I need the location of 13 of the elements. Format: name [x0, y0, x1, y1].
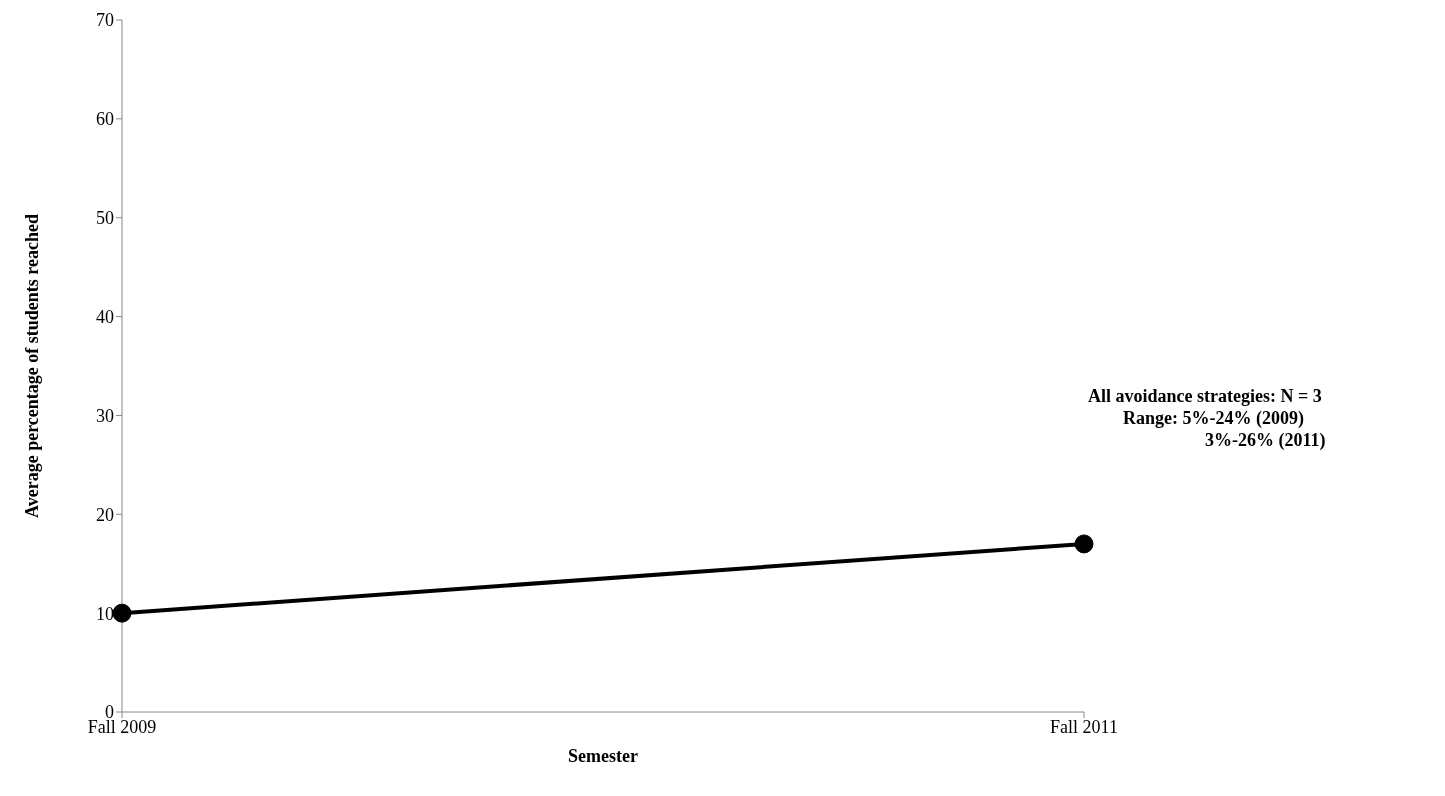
y-tick-label: 60 — [96, 109, 114, 130]
x-tick-label: Fall 2011 — [1050, 716, 1118, 737]
y-tick-label: 20 — [96, 504, 114, 525]
annotation: 3%-26% (2011) — [1205, 430, 1326, 451]
y-tick-label: 70 — [96, 10, 114, 31]
y-tick-label: 40 — [96, 306, 114, 327]
x-axis-title: Semester — [568, 746, 638, 766]
y-axis-title: Average percentage of students reached — [22, 214, 43, 518]
y-tick-label: 50 — [96, 208, 114, 229]
annotation: Range: 5%-24% (2009) — [1123, 408, 1304, 429]
y-tick-label: 30 — [96, 405, 114, 426]
annotation: All avoidance strategies: N = 3 — [1088, 386, 1322, 407]
y-tick-label: 10 — [96, 603, 114, 624]
